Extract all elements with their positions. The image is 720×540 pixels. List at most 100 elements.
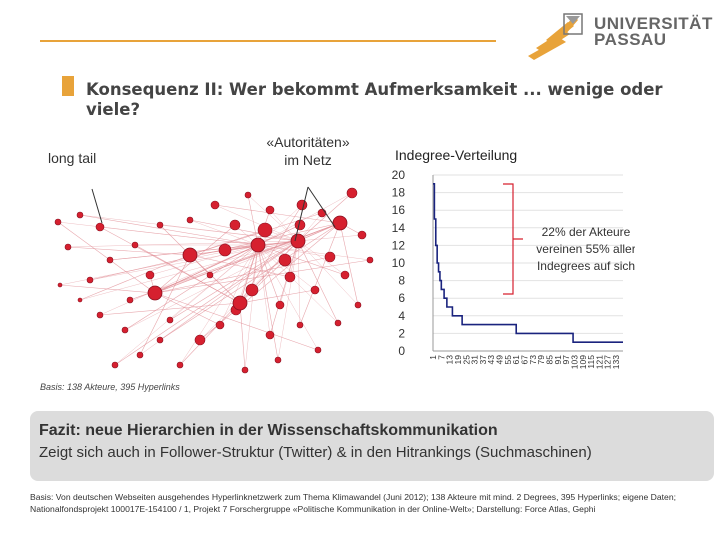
autoritaeten-pointer-1: [294, 186, 309, 242]
network-node: [265, 205, 275, 215]
network-node: [357, 230, 367, 240]
network-node: [314, 346, 322, 354]
y-tick-label: 18: [392, 186, 406, 200]
network-edge: [277, 240, 299, 361]
x-tick-label: 97: [561, 355, 571, 365]
logo-mark-icon: [528, 13, 583, 60]
network-node: [334, 319, 342, 327]
y-tick-label: 16: [392, 203, 406, 217]
network-node: [245, 283, 259, 297]
annotation-bracket: [503, 183, 523, 295]
header-divider: [40, 40, 496, 42]
network-node: [145, 270, 155, 280]
network-edge: [297, 240, 339, 324]
network-edge: [214, 204, 299, 242]
network-node: [210, 200, 220, 210]
network-node: [274, 356, 282, 364]
network-node: [111, 361, 119, 369]
network-edge: [154, 292, 319, 351]
fazit-box: [30, 411, 714, 481]
network-edge: [159, 224, 299, 242]
annotation-line-2: vereinen 55% aller: [536, 242, 635, 256]
network-node: [265, 330, 275, 340]
logo-line-1: UNIVERSITÄT: [594, 14, 713, 33]
network-edge: [257, 244, 271, 336]
network-node: [106, 256, 114, 264]
network-node: [340, 270, 350, 280]
network-edge: [257, 204, 303, 246]
x-tick-label: 31: [470, 355, 480, 365]
x-tick-label: 91: [553, 355, 563, 365]
network-node: [156, 221, 164, 229]
network-edge: [154, 259, 371, 294]
network-edge: [99, 244, 259, 316]
hub-node: [232, 295, 248, 311]
x-tick-label: 55: [503, 355, 513, 365]
network-node: [296, 199, 308, 211]
y-tick-label: 14: [392, 221, 406, 235]
x-tick-label: 79: [536, 355, 546, 365]
y-tick-labels: 0 2 4 6 8 10 12 14 16 18 20: [392, 168, 406, 358]
network-node: [54, 218, 62, 226]
network-edge: [79, 254, 191, 301]
y-tick-label: 0: [398, 344, 405, 358]
network-node: [218, 243, 232, 257]
network-edges: [57, 192, 371, 371]
network-edge: [169, 240, 299, 321]
network-edge: [257, 244, 316, 291]
network-edge: [239, 289, 316, 304]
network-edge: [189, 229, 266, 256]
network-edge: [257, 244, 331, 258]
network-edge: [159, 222, 341, 341]
network-edge: [247, 194, 259, 246]
x-tick-label: 61: [511, 355, 521, 365]
x-tick-label: 103: [569, 355, 579, 369]
slide-title: Konsequenz II: Wer bekommt Aufmerksamkei…: [86, 80, 663, 119]
network-edge: [297, 192, 353, 242]
x-tick-label: 25: [461, 355, 471, 365]
network-node: [317, 208, 327, 218]
y-tick-label: 12: [392, 238, 406, 252]
network-node: [131, 241, 139, 249]
network-edge: [57, 221, 156, 294]
y-tick-label: 20: [392, 168, 406, 182]
network-node: [136, 351, 144, 359]
network-edge: [154, 222, 341, 294]
network-edge: [79, 214, 259, 246]
network-edge: [257, 244, 371, 261]
x-tick-label: 1: [428, 355, 438, 360]
network-node: [354, 301, 362, 309]
fazit-title: Fazit: neue Hierarchien in der Wissensch…: [39, 422, 498, 439]
network-node: [346, 187, 358, 199]
network-node: [156, 336, 164, 344]
network-edge: [179, 244, 259, 366]
indegree-series-line: [433, 183, 623, 343]
x-tick-label: 73: [528, 355, 538, 365]
network-node: [121, 326, 129, 334]
network-node: [284, 271, 296, 283]
y-tick-label: 2: [398, 326, 405, 340]
long-tail-pointer: [91, 188, 103, 224]
hub-node: [147, 285, 163, 301]
network-edge: [219, 244, 259, 326]
network-edge: [199, 222, 341, 341]
y-tick-label: 8: [398, 274, 405, 288]
network-edge: [239, 244, 259, 304]
network-edge: [159, 240, 299, 341]
network-edge: [244, 244, 259, 371]
x-tick-label: 13: [445, 355, 455, 365]
network-node: [57, 282, 63, 288]
network-edge: [139, 254, 191, 356]
network-edge: [297, 240, 301, 326]
network-graph: [54, 186, 374, 374]
autoritaeten-label: «Autoritäten» im Netz: [238, 133, 378, 169]
network-edge: [269, 240, 299, 336]
network-node: [278, 253, 292, 267]
network-edge: [257, 244, 339, 324]
network-edge: [114, 244, 259, 366]
x-tick-label: 67: [520, 355, 530, 365]
network-edge: [214, 204, 341, 224]
network-edge: [247, 194, 299, 242]
network-node: [324, 251, 336, 263]
network-edge: [299, 222, 341, 326]
